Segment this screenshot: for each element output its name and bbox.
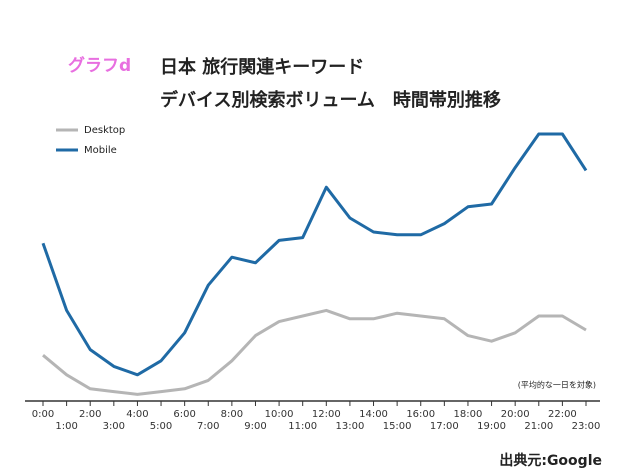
chart-subtitle: デバイス別検索ボリューム 時間帯別推移 [160, 89, 501, 111]
x-tick-label: 20:00 [501, 409, 530, 420]
chart-label: グラフd [68, 55, 131, 76]
x-tick-label: 7:00 [197, 421, 219, 432]
x-tick-label: 15:00 [383, 421, 412, 432]
x-tick-label: 16:00 [406, 409, 435, 420]
x-tick-label: 21:00 [524, 421, 553, 432]
source: 出典元:Google [499, 452, 602, 469]
x-tick-label: 12:00 [312, 409, 341, 420]
x-tick-label: 1:00 [55, 421, 77, 432]
x-tick-label: 5:00 [150, 421, 172, 432]
x-tick-label: 11:00 [288, 421, 317, 432]
legend-label: Desktop [84, 125, 125, 136]
x-tick-label: 23:00 [572, 421, 601, 432]
x-tick-label: 6:00 [173, 409, 195, 420]
x-tick-label: 10:00 [265, 409, 294, 420]
x-tick-label: 22:00 [548, 409, 577, 420]
x-tick-label: 3:00 [103, 421, 125, 432]
x-tick-label: 9:00 [244, 421, 266, 432]
x-tick-label: 8:00 [221, 409, 243, 420]
line-mobile [41, 132, 588, 377]
x-tick-label: 2:00 [79, 409, 101, 420]
line-desktop [42, 308, 587, 396]
x-tick-label: 0:00 [32, 409, 54, 420]
x-tick-label: 17:00 [430, 421, 459, 432]
x-tick-label: 4:00 [126, 409, 148, 420]
chart-title: 日本 旅行関連キーワード [160, 56, 364, 78]
x-tick-label: 13:00 [335, 421, 364, 432]
x-tick-label: 14:00 [359, 409, 388, 420]
note: (平均的な一日を対象) [518, 380, 596, 390]
legend-label: Mobile [84, 145, 117, 156]
x-tick-label: 19:00 [477, 421, 506, 432]
x-tick-label: 18:00 [454, 409, 483, 420]
